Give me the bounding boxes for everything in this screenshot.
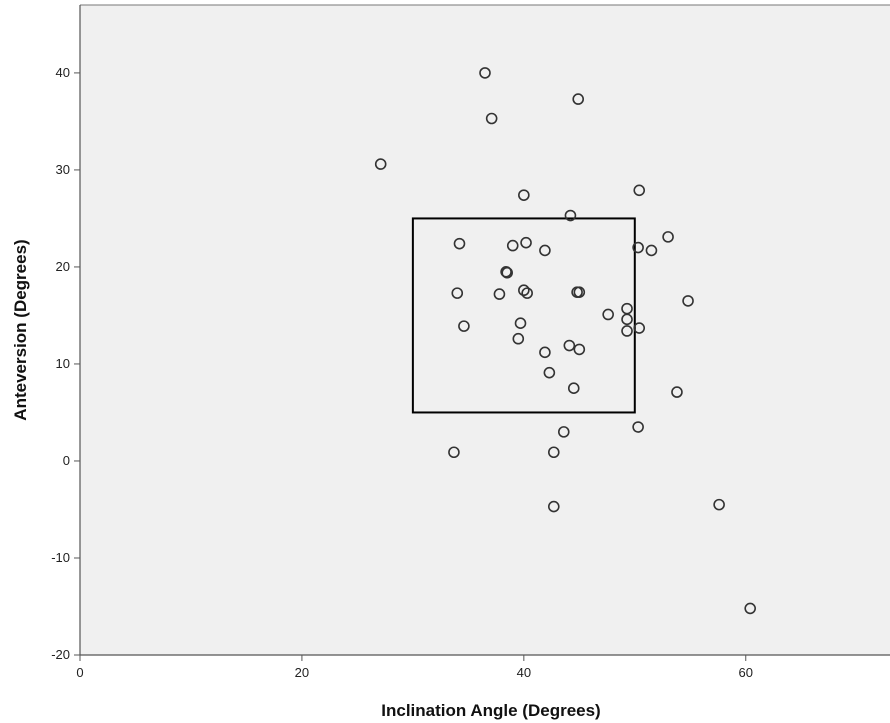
x-tick-label: 20 — [295, 665, 309, 680]
data-point — [671, 386, 683, 398]
data-point — [571, 286, 583, 298]
data-point — [374, 158, 387, 170]
y-tick-label: 20 — [56, 259, 70, 274]
y-tick-label: -10 — [51, 550, 70, 565]
data-point — [500, 265, 512, 278]
y-tick-label: 30 — [56, 162, 70, 177]
data-point — [632, 241, 644, 254]
data-point — [547, 500, 560, 513]
x-tick-label: 60 — [739, 665, 753, 680]
data-point — [520, 236, 532, 249]
data-point — [501, 266, 513, 279]
data-point — [479, 67, 491, 79]
x-tick-label: 40 — [517, 665, 531, 680]
data-point — [567, 382, 580, 395]
data-point — [485, 112, 498, 125]
data-point — [521, 287, 533, 299]
plot-area — [80, 5, 890, 655]
target-zone-box — [411, 217, 636, 414]
data-point — [547, 446, 560, 459]
data-point — [563, 339, 576, 352]
data-point — [573, 343, 586, 356]
data-point — [744, 602, 756, 615]
y-axis-ticks: -20 -10 0 10 20 30 40 — [51, 65, 80, 662]
data-point — [621, 325, 633, 337]
data-point — [493, 288, 506, 300]
data-point — [539, 346, 551, 359]
data-point — [539, 244, 551, 257]
data-point — [564, 209, 577, 222]
data-point — [682, 295, 694, 307]
y-tick-label: 0 — [63, 453, 70, 468]
data-point — [451, 287, 464, 299]
x-axis-ticks: 0 20 40 60 — [76, 655, 753, 680]
data-point — [514, 317, 527, 330]
data-point — [621, 313, 633, 326]
data-point — [633, 184, 646, 197]
data-point — [602, 308, 614, 321]
x-tick-label: 0 — [76, 665, 83, 680]
data-point — [713, 498, 725, 511]
data-point — [572, 93, 585, 105]
data-point — [557, 426, 570, 438]
data-point — [518, 284, 530, 297]
y-tick-label: -20 — [51, 647, 70, 662]
data-point — [645, 244, 658, 257]
data-point — [518, 189, 530, 201]
data-point — [633, 322, 646, 334]
data-point — [448, 446, 460, 459]
x-axis-title: Inclination Angle (Degrees) — [381, 701, 600, 720]
data-points — [374, 67, 756, 615]
data-point — [458, 320, 470, 332]
data-point — [632, 421, 644, 433]
data-point — [453, 237, 466, 250]
y-tick-label: 10 — [56, 356, 70, 371]
data-point — [543, 366, 556, 379]
y-axis-title: Anteversion (Degrees) — [11, 239, 30, 420]
data-point — [662, 231, 674, 243]
y-tick-label: 40 — [56, 65, 70, 80]
data-point — [506, 239, 519, 252]
data-point — [512, 332, 525, 345]
